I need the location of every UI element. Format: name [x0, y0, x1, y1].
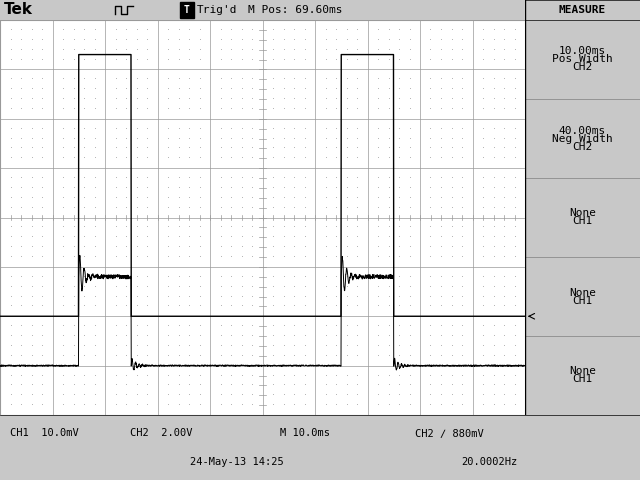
Text: 20.0002Hz: 20.0002Hz — [461, 457, 517, 467]
Text: CH1  10.0mV: CH1 10.0mV — [10, 428, 79, 438]
Text: CH1: CH1 — [572, 216, 593, 227]
Text: 24-May-13 14:25: 24-May-13 14:25 — [190, 457, 284, 467]
Text: CH2: CH2 — [572, 62, 593, 72]
Text: Trig'd: Trig'd — [197, 5, 237, 15]
Text: CH1: CH1 — [572, 296, 593, 305]
Text: Tek: Tek — [4, 2, 33, 17]
Text: None: None — [569, 208, 596, 218]
Text: 10.00ms: 10.00ms — [559, 47, 606, 57]
Text: M 10.0ms: M 10.0ms — [280, 428, 330, 438]
Bar — [180, 2, 194, 18]
Text: 40.00ms: 40.00ms — [559, 125, 606, 135]
Text: Pos Width: Pos Width — [552, 55, 613, 64]
Text: None: None — [569, 367, 596, 376]
Text: CH2 ∕ 880mV: CH2 ∕ 880mV — [415, 428, 484, 438]
Text: M Pos: 69.60ms: M Pos: 69.60ms — [248, 5, 342, 15]
Text: None: None — [569, 288, 596, 298]
Text: Neg Width: Neg Width — [552, 133, 613, 144]
Text: MEASURE: MEASURE — [559, 5, 606, 15]
Text: CH1: CH1 — [572, 374, 593, 384]
Text: CH2  2.00V: CH2 2.00V — [130, 428, 193, 438]
Text: T: T — [184, 5, 190, 15]
Text: CH2: CH2 — [572, 142, 593, 152]
